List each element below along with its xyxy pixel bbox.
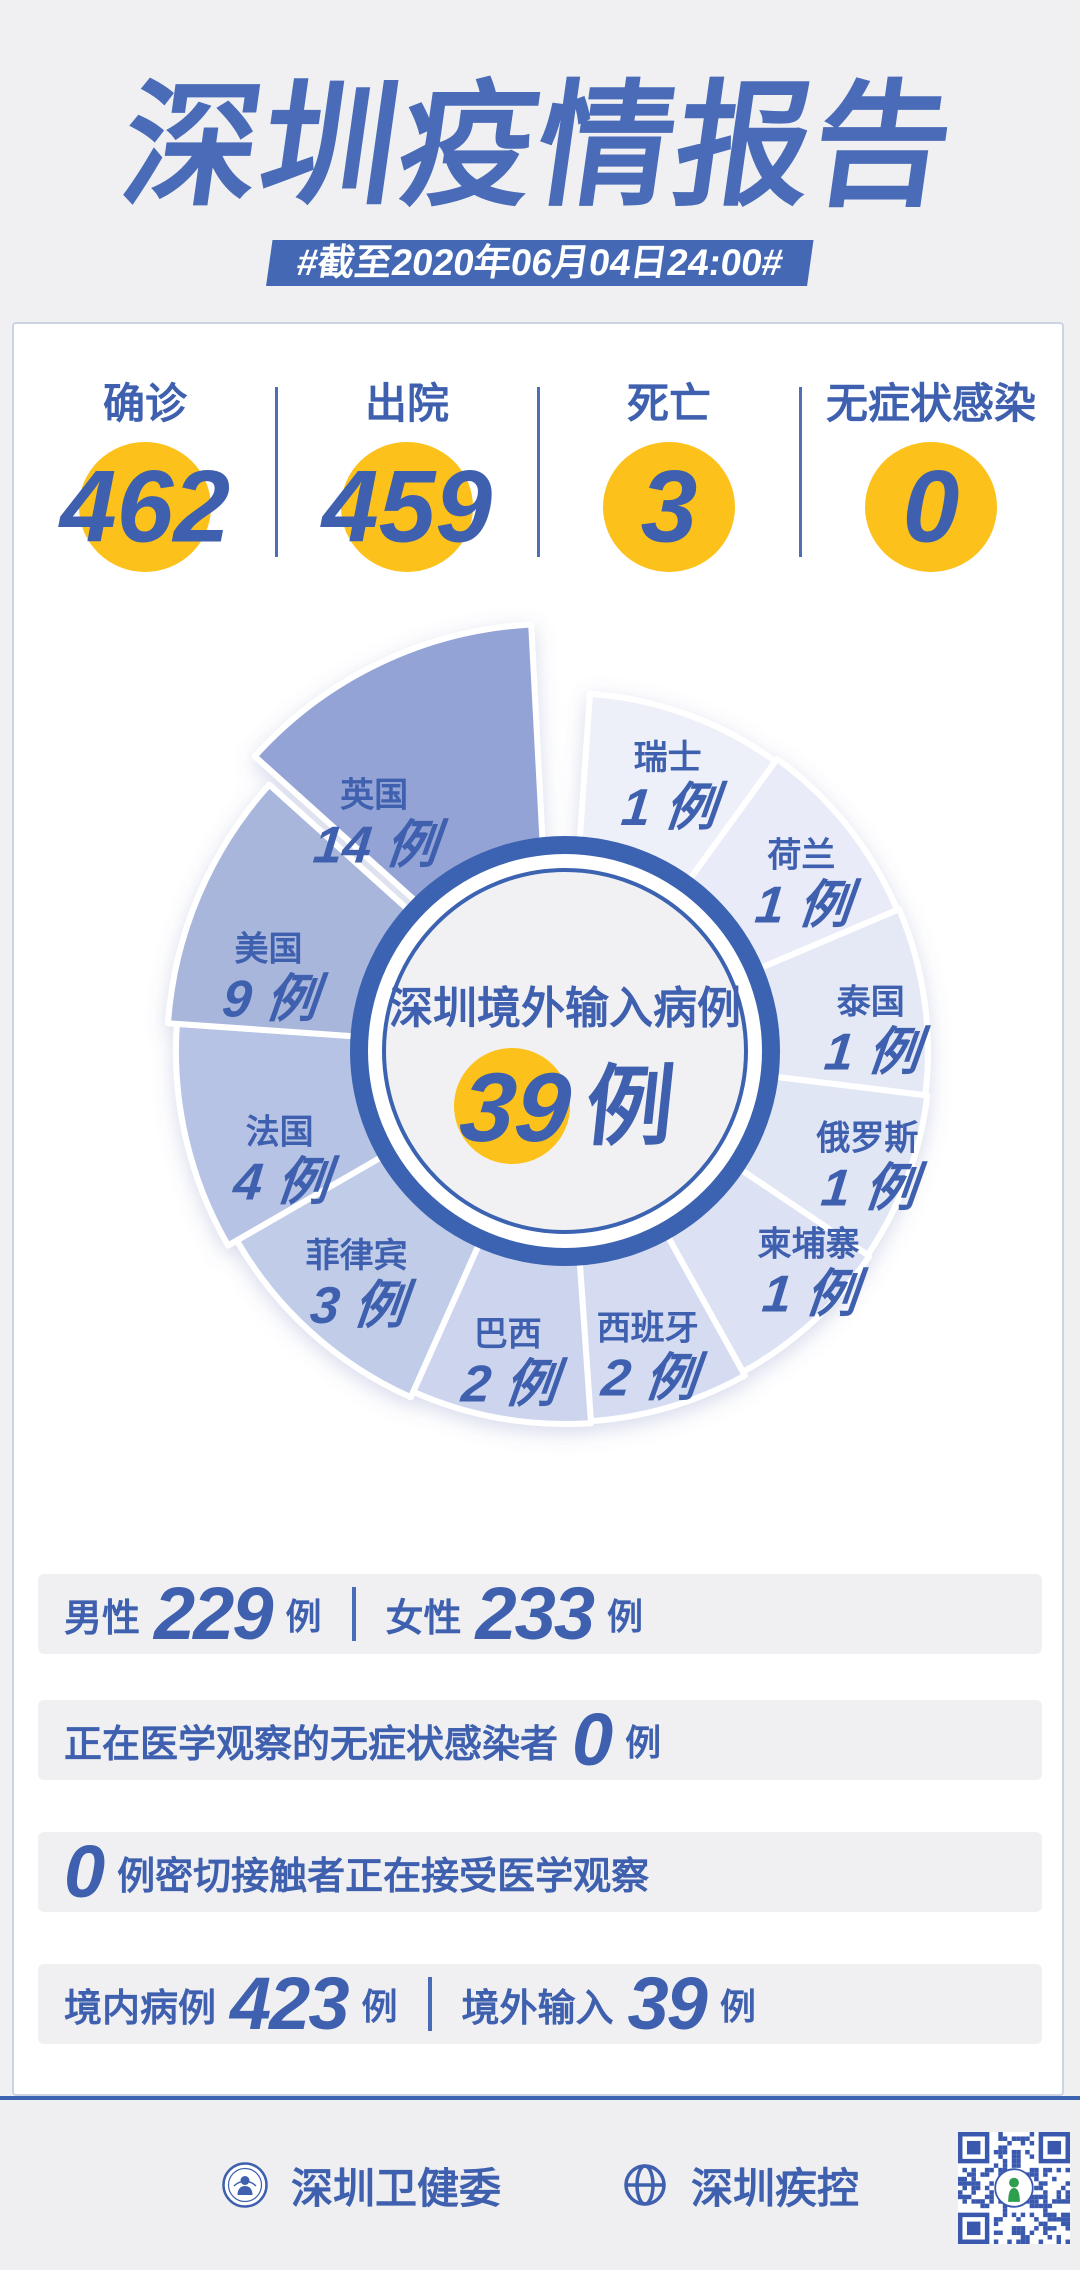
domestic-count: 423 [230, 1962, 349, 2045]
male-label: 男性 [64, 1597, 141, 1640]
observation-label: 正在医学观察的无症状感染者 [64, 1723, 559, 1766]
female-count: 233 [475, 1572, 595, 1655]
summary-stats-row: 确诊 462 出院 459 死亡 3 无症状感染 0 [14, 380, 1062, 572]
divider [275, 387, 278, 557]
stat-label: 出院 [364, 380, 449, 427]
page-title: 深圳疫情报告 [113, 70, 964, 222]
case-origin-bar: 境内病例 423 例 境外输入 39 例 [38, 1964, 1042, 2044]
stat-circle: 0 [865, 442, 997, 572]
stat-label: 确诊 [102, 380, 187, 427]
main-card: 确诊 462 出院 459 死亡 3 无症状感染 0 [12, 322, 1064, 2096]
divider [799, 387, 802, 557]
stat-value: 3 [640, 449, 698, 564]
contacts-label: 例密切接触者正在接受医学观察 [117, 1855, 650, 1898]
cdc-globe-icon [624, 2164, 666, 2206]
stat-discharged: 出院 459 [276, 380, 538, 572]
asymptomatic-observation-bar: 正在医学观察的无症状感染者 0 例 [38, 1700, 1042, 1780]
stat-circle: 462 [60, 442, 230, 572]
report-date-banner: #截至2020年06月04日24:00# [266, 240, 814, 286]
stat-value: 0 [902, 449, 960, 564]
divider [351, 1587, 356, 1641]
stat-deaths: 死亡 3 [538, 380, 800, 572]
stat-circle: 3 [603, 442, 735, 572]
unit-label: 例 [361, 1986, 398, 2027]
stat-circle: 459 [322, 442, 492, 572]
org-name: 深圳卫健委 [290, 2164, 501, 2212]
imported-count: 39 [627, 1962, 708, 2045]
stat-value: 462 [59, 449, 231, 564]
divider [537, 387, 540, 557]
unit-label: 例 [606, 1596, 643, 1637]
org-cdc: 深圳疾控 [621, 2155, 859, 2216]
qr-code [958, 2132, 1070, 2244]
unit-label: 例 [719, 1986, 756, 2027]
divider [427, 1977, 432, 2031]
observation-count: 0 [572, 1698, 613, 1781]
stat-label: 无症状感染 [825, 380, 1036, 427]
stat-label: 死亡 [626, 380, 711, 427]
stat-confirmed: 确诊 462 [14, 380, 276, 572]
report-date-text: #截至2020年06月04日24:00# [294, 242, 786, 283]
imported-label: 境外输入 [461, 1987, 614, 2030]
female-label: 女性 [385, 1597, 462, 1640]
health-commission-seal-icon [222, 2162, 268, 2208]
footer: 深圳卫健委 深圳疾控 [0, 2096, 1080, 2270]
stat-asymptomatic: 无症状感染 0 [800, 380, 1062, 572]
org-name: 深圳疾控 [691, 2164, 860, 2212]
stat-value: 459 [321, 449, 493, 564]
close-contacts-bar: 0 例密切接触者正在接受医学观察 [38, 1832, 1042, 1912]
org-health-commission: 深圳卫健委 [221, 2155, 501, 2216]
gender-stats-bar: 男性 229 例 女性 233 例 [38, 1574, 1042, 1654]
male-count: 229 [154, 1572, 273, 1655]
contacts-count: 0 [64, 1830, 105, 1913]
domestic-label: 境内病例 [64, 1987, 217, 2030]
unit-label: 例 [625, 1722, 662, 1763]
unit-label: 例 [285, 1596, 322, 1637]
